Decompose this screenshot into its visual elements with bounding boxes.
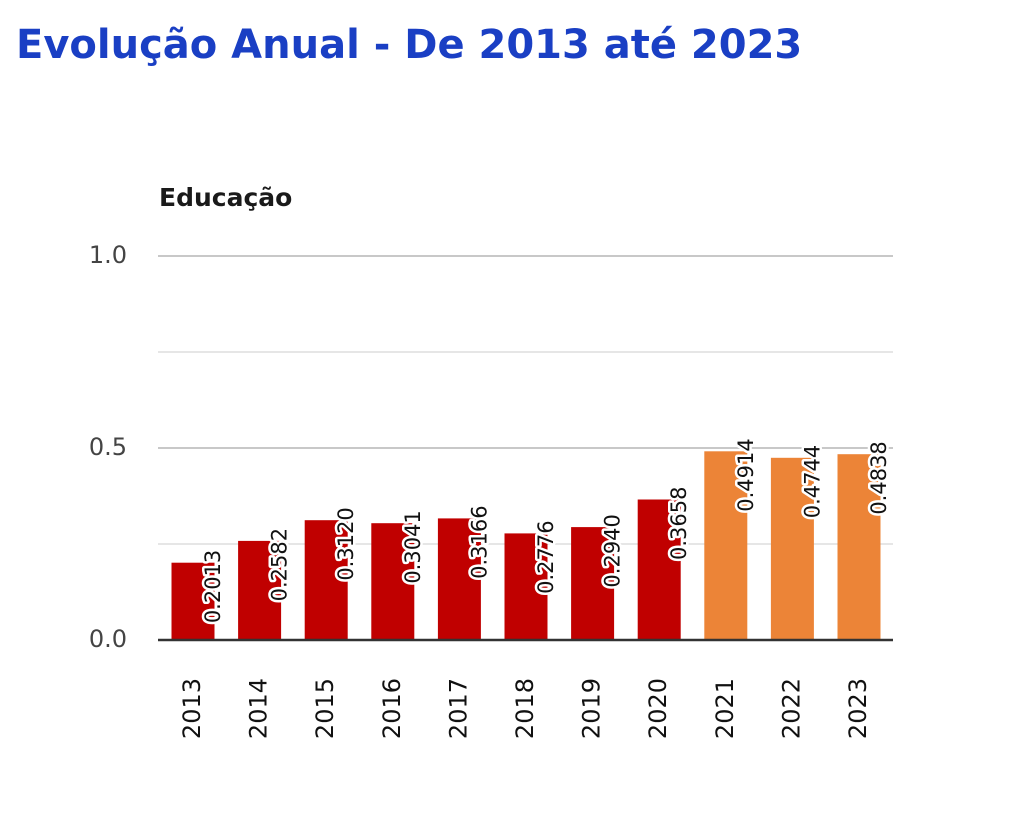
x-tick-label-2015: 2015 [311, 678, 339, 739]
bar-value-label-2014: 0.2582 [268, 528, 292, 601]
bar-value-label-2016: 0.3041 [401, 510, 425, 583]
y-tick-label: 1.0 [89, 241, 127, 269]
bar-value-label-2023: 0.4838 [867, 441, 891, 514]
x-axis-ticks: 2013 2014 2015 2016 2017 2018 2019 2020 2021 2022… [178, 678, 872, 739]
bar-2013[interactable] [171, 562, 215, 640]
bar-2017[interactable] [437, 518, 481, 640]
x-tick-label-2023: 2023 [844, 678, 872, 739]
bar-value-label-2022: 0.4744 [800, 445, 824, 518]
y-tick-label: 0.5 [89, 433, 127, 461]
bar-2021[interactable] [704, 451, 748, 640]
bar-value-labels: 0.2013 0.2582 0.3120 0.3041 0.3166 0.2776 0.29… [199, 436, 894, 626]
bar-value-label-2013: 0.2013 [201, 550, 225, 623]
bar-2015[interactable] [304, 520, 348, 640]
y-axis-ticks: 0.0 0.5 1.0 [89, 241, 127, 653]
bar-2020[interactable] [637, 499, 681, 641]
bar-2023[interactable] [837, 454, 881, 640]
page-title: Evolução Anual - De 2013 até 2023 [16, 22, 803, 68]
x-tick-label-2017: 2017 [444, 678, 472, 739]
x-tick-label-2019: 2019 [578, 678, 606, 739]
x-tick-label-2021: 2021 [711, 678, 739, 739]
bar-2019[interactable] [571, 527, 615, 640]
bar-2022[interactable] [770, 457, 814, 640]
bar-2018[interactable] [504, 533, 548, 640]
x-tick-label-2013: 2013 [178, 678, 206, 739]
x-tick-label-2014: 2014 [245, 678, 273, 739]
bar-value-label-2015: 0.3120 [334, 507, 358, 580]
x-tick-label-2016: 2016 [378, 678, 406, 739]
bar-2014[interactable] [238, 540, 282, 640]
bar-value-label-2017: 0.3166 [467, 505, 491, 578]
bar-value-label-2018: 0.2776 [534, 520, 558, 593]
x-tick-label-2018: 2018 [511, 678, 539, 739]
bar-value-label-2020: 0.3658 [667, 487, 691, 560]
bar-value-label-2019: 0.2940 [601, 514, 625, 587]
bar-2016[interactable] [371, 523, 415, 640]
bars [171, 451, 881, 641]
bar-value-label-2021: 0.4914 [734, 438, 758, 511]
chart-subtitle: Educação [159, 183, 292, 212]
x-tick-label-2020: 2020 [644, 678, 672, 739]
y-tick-label: 0.0 [89, 625, 127, 653]
x-tick-label-2022: 2022 [777, 678, 805, 739]
